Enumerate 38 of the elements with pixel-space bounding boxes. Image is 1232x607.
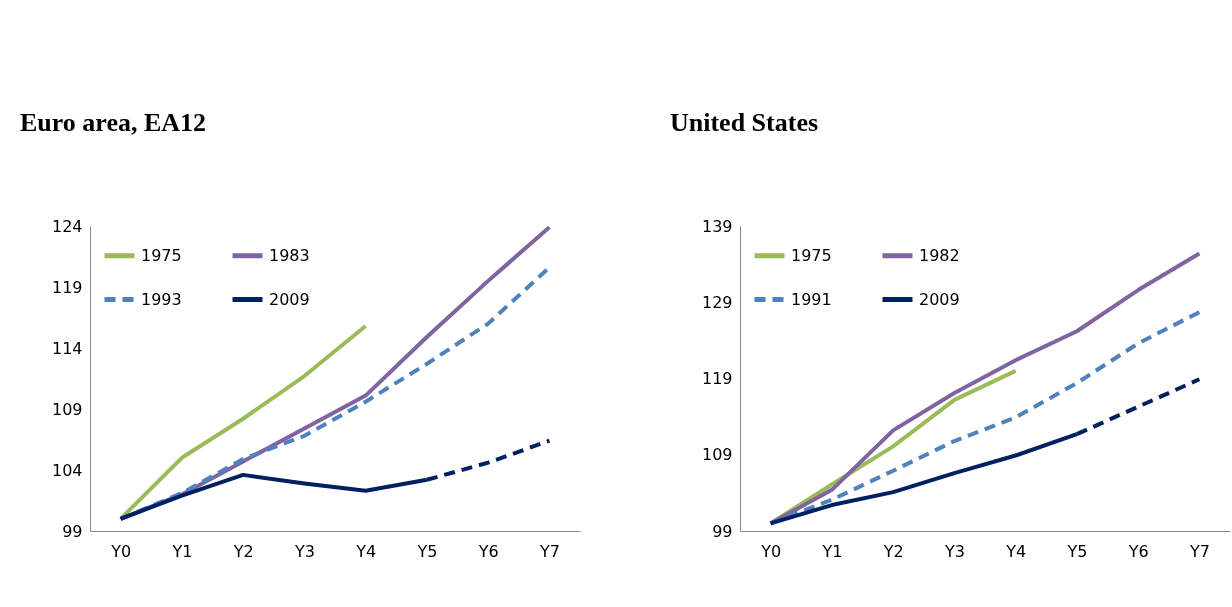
legend-label: 1983 bbox=[269, 245, 310, 265]
y-tick-label: 114 bbox=[51, 338, 83, 358]
y-tick-label: 109 bbox=[701, 445, 733, 465]
x-tick-label: Y4 bbox=[1005, 541, 1027, 561]
x-tick-label: Y3 bbox=[293, 541, 315, 561]
legend-label: 1982 bbox=[919, 245, 960, 265]
line-series bbox=[118, 324, 368, 521]
y-tick-label: 104 bbox=[51, 460, 83, 480]
legend-label: 1975 bbox=[791, 245, 832, 265]
y-tick-label: 119 bbox=[51, 277, 83, 297]
x-tick-label: Y5 bbox=[416, 541, 438, 561]
x-tick-label: Y6 bbox=[477, 541, 499, 561]
y-tick-label: 99 bbox=[712, 521, 733, 541]
x-tick-label: Y6 bbox=[1127, 541, 1149, 561]
y-tick-label: 119 bbox=[701, 369, 733, 388]
x-tick-label: Y2 bbox=[232, 541, 254, 561]
y-tick-label: 129 bbox=[701, 292, 733, 312]
y-tick-label: 139 bbox=[701, 216, 733, 236]
legend-label: 1993 bbox=[141, 289, 182, 309]
x-tick-label: Y3 bbox=[943, 541, 965, 561]
x-tick-label: Y5 bbox=[1066, 541, 1088, 561]
chart-title: Euro area, EA12 bbox=[20, 108, 207, 137]
y-tick-label: 109 bbox=[51, 399, 83, 419]
x-tick-label: Y1 bbox=[171, 541, 193, 561]
legend-label: 1975 bbox=[141, 245, 182, 265]
x-tick-label: Y4 bbox=[355, 541, 377, 561]
x-tick-label: Y2 bbox=[882, 541, 904, 561]
y-tick-label: 99 bbox=[62, 521, 83, 541]
legend-label: 2009 bbox=[269, 289, 310, 309]
x-tick-label: Y0 bbox=[110, 541, 132, 561]
x-tick-label: Y1 bbox=[821, 541, 843, 561]
legend-label: 2009 bbox=[919, 289, 960, 309]
chart-title: United States bbox=[670, 108, 819, 137]
x-tick-label: Y7 bbox=[538, 541, 560, 561]
x-tick-label: Y0 bbox=[760, 541, 782, 561]
x-tick-label: Y7 bbox=[1188, 541, 1210, 561]
y-tick-label: 124 bbox=[51, 216, 83, 236]
legend-label: 1991 bbox=[791, 289, 832, 309]
